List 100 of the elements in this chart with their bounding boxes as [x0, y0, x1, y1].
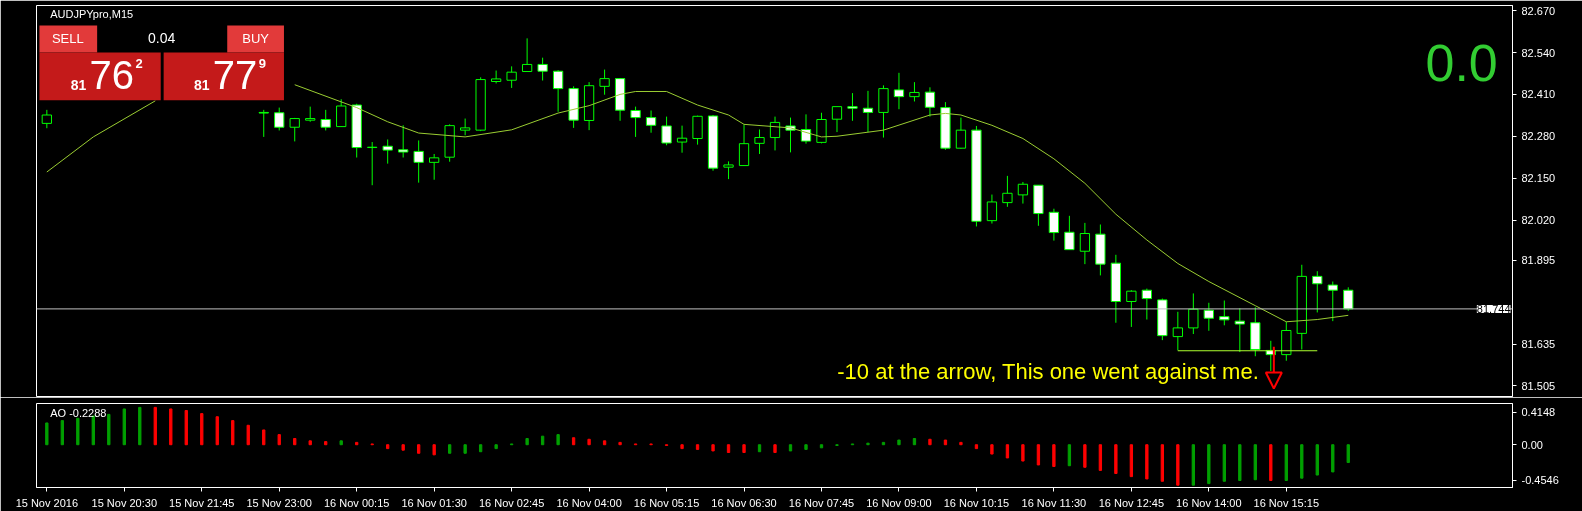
bar — [959, 441, 963, 446]
bar — [773, 444, 777, 453]
y-tick-label: 81.895 — [1521, 254, 1556, 267]
chart-title: AUDJPYpro,M15 — [50, 8, 134, 21]
bar — [262, 429, 266, 446]
bar — [355, 441, 359, 446]
bar — [618, 441, 622, 446]
bar — [478, 444, 483, 453]
bar — [1067, 444, 1072, 467]
candlestick — [1141, 288, 1152, 321]
bar — [742, 444, 746, 453]
candlestick — [1064, 215, 1075, 251]
candlestick — [413, 139, 424, 184]
candlestick — [847, 92, 858, 122]
bar — [695, 444, 700, 450]
candlestick — [1312, 270, 1323, 313]
candlestick — [320, 109, 331, 131]
annotation: 9 — [258, 55, 267, 71]
candlestick — [661, 116, 672, 146]
y-tick-label: 0.00 — [1521, 438, 1543, 451]
bar — [107, 413, 111, 446]
bar — [1346, 444, 1350, 464]
bar — [447, 444, 452, 454]
candlestick — [1343, 286, 1354, 312]
candlestick — [274, 107, 285, 131]
x-tick-label: 16 Nov 15:15 — [1253, 496, 1320, 509]
bar — [432, 444, 436, 456]
x-tick-label: 16 Nov 07:45 — [788, 496, 855, 509]
bar — [571, 437, 576, 446]
candlestick — [862, 90, 874, 133]
bar — [711, 444, 715, 452]
bar — [386, 444, 390, 450]
bar — [726, 444, 731, 453]
candlestick — [398, 124, 409, 159]
ref-line-label: 81.744 — [1476, 302, 1511, 315]
annotation: SELL — [51, 30, 84, 46]
candlestick — [893, 72, 905, 110]
x-tick-label: 16 Nov 10:15 — [943, 496, 1010, 509]
bar — [788, 444, 793, 452]
bar — [200, 413, 204, 446]
y-tick-label: 82.410 — [1521, 88, 1556, 101]
bar — [45, 422, 49, 446]
bar — [494, 444, 498, 450]
x-tick-label: 16 Nov 00:15 — [323, 496, 390, 509]
bar — [990, 444, 994, 455]
chart-title: AO -0.2288 — [50, 406, 107, 419]
x-tick-label: 16 Nov 14:00 — [1176, 496, 1242, 509]
bar — [1129, 444, 1134, 478]
bar — [339, 440, 343, 446]
candlestick — [1048, 208, 1060, 242]
bar — [1300, 444, 1304, 479]
y-tick-label: 82.020 — [1521, 214, 1556, 226]
candlestick — [506, 65, 517, 89]
bar — [1160, 444, 1165, 482]
bar — [1331, 444, 1335, 473]
bar — [76, 417, 80, 446]
candlestick — [1234, 307, 1245, 353]
candlestick — [1126, 289, 1137, 328]
y-tick-label: 82.150 — [1521, 172, 1556, 185]
bar — [1222, 444, 1226, 482]
candlestick — [1079, 222, 1091, 265]
candlestick — [1188, 292, 1199, 335]
bar — [122, 408, 126, 446]
bar — [1191, 444, 1195, 486]
x-tick-label: 16 Nov 05:15 — [633, 496, 700, 509]
bar — [60, 420, 64, 446]
candlestick — [630, 106, 641, 138]
candlestick — [1017, 181, 1029, 205]
bar — [602, 440, 607, 446]
y-tick-label: 82.540 — [1521, 46, 1556, 59]
x-tick-label: 16 Nov 12:45 — [1098, 496, 1165, 509]
bar — [587, 438, 591, 446]
bar — [1238, 444, 1242, 481]
candlestick — [754, 129, 765, 155]
bar — [897, 439, 901, 446]
bar — [680, 444, 684, 450]
candlestick — [537, 57, 548, 82]
bar — [525, 438, 529, 446]
bar — [1145, 444, 1149, 480]
candlestick — [599, 69, 610, 96]
bar — [881, 441, 886, 446]
bar — [246, 424, 250, 446]
bar — [1269, 444, 1273, 481]
y-tick-label: -0.4546 — [1521, 474, 1559, 487]
x-tick-label: 15 Nov 20:30 — [91, 496, 158, 509]
bar — [943, 439, 948, 446]
x-tick-label: 16 Nov 02:45 — [478, 496, 545, 509]
candlestick — [1172, 311, 1183, 351]
bar — [463, 444, 467, 454]
candlestick — [41, 109, 52, 129]
candlestick — [878, 84, 889, 139]
annotation: 0.0 — [1425, 34, 1498, 93]
candlestick — [1219, 300, 1230, 326]
candlestick — [552, 69, 564, 113]
bar — [184, 410, 188, 446]
candlestick — [258, 109, 269, 138]
bar — [169, 408, 173, 446]
annotation: 77 — [212, 53, 258, 98]
candlestick — [429, 153, 440, 181]
candlestick — [800, 113, 812, 145]
